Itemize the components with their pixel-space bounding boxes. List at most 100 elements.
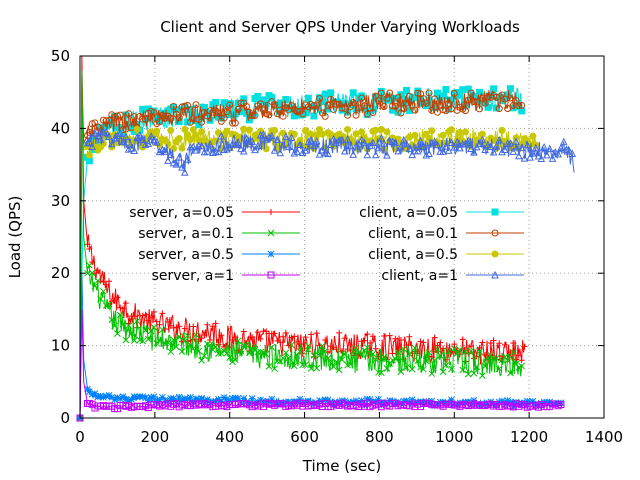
series-marker [173,343,180,351]
series-marker [374,143,383,152]
series-marker [285,354,293,362]
series-marker [265,111,273,119]
series-marker [476,105,484,113]
series-marker [414,89,422,97]
series-marker [125,396,133,404]
y-tick-label: 20 [51,264,70,282]
series-marker [237,99,245,107]
series-marker [506,85,514,93]
series-marker [93,131,102,140]
series-marker [383,94,391,102]
series-marker [425,349,433,357]
series-marker [114,294,121,301]
series-marker [448,365,455,373]
series-marker [369,108,377,116]
series-marker [476,344,483,351]
series-marker [108,139,116,148]
series-marker [436,352,444,359]
series-marker [116,129,125,137]
series-marker [408,101,416,109]
series-marker [324,149,332,158]
series-marker [141,140,150,148]
series-marker [551,148,560,156]
series-marker [94,277,102,285]
series-marker [487,339,494,346]
series-marker [304,94,312,102]
series-marker [138,135,147,144]
series-marker [94,393,102,401]
chart-title: Client and Server QPS Under Varying Work… [160,18,520,36]
legend-entry: server, a=0.05 [129,205,300,221]
series-marker [203,147,212,155]
series-marker [293,107,301,115]
series-marker [518,101,526,109]
series-marker [144,335,152,343]
series-marker [220,114,228,122]
series-marker [102,117,110,125]
series-marker [293,147,301,155]
series-marker [364,331,371,338]
series-marker [313,364,321,372]
series-marker [170,395,177,402]
series-marker [383,128,391,136]
series-marker [372,126,380,134]
series-5 [76,77,526,422]
series-marker [271,100,279,108]
series-marker [498,147,506,156]
series-marker [329,134,338,143]
series-marker [439,368,447,376]
series-marker [442,362,450,369]
series-marker [444,146,453,154]
series-marker [234,105,242,113]
series-marker [428,370,436,377]
series-marker [462,128,470,136]
series-marker [207,337,214,344]
series-marker [307,135,315,144]
series-marker [105,391,113,399]
series-marker [391,102,399,110]
series-marker [175,393,183,401]
series-marker [209,323,216,330]
y-tick-label: 50 [51,47,70,65]
x-tick-label: 800 [365,428,394,446]
legend-entry: client, a=0.05 [359,205,524,221]
series-marker [88,390,96,398]
series-marker [557,401,565,409]
series-marker [313,101,321,109]
series-marker [127,144,136,152]
series-marker [394,94,402,102]
series-marker [239,146,248,155]
series-marker [299,361,307,369]
series-marker [271,126,279,134]
series-marker [501,145,509,153]
series-marker [195,396,203,403]
series-marker [270,146,279,154]
series-marker [251,145,259,154]
legend-entry: server, a=1 [152,268,300,284]
series-marker [125,110,133,118]
series-marker [114,394,121,401]
series-marker [450,89,458,97]
series-marker [240,395,248,402]
series-marker [434,345,441,353]
series-marker [352,397,360,404]
series-marker [400,105,408,113]
series-marker [414,357,422,365]
series-marker [408,150,416,159]
legend-label: client, a=0.1 [368,226,458,242]
x-axis-label: Time (sec) [302,457,381,475]
series-marker [150,109,158,117]
series-marker [268,94,276,102]
series-marker [515,352,522,359]
series-marker [189,126,197,134]
series-marker [408,365,416,373]
series-marker [279,354,287,362]
series-marker [265,362,273,370]
series-marker [467,89,475,97]
series-marker [406,350,413,358]
series-marker [335,366,343,374]
series-marker [218,332,225,339]
series-marker [240,341,248,349]
series-marker [349,150,358,158]
x-tick-label: 1200 [510,428,548,446]
